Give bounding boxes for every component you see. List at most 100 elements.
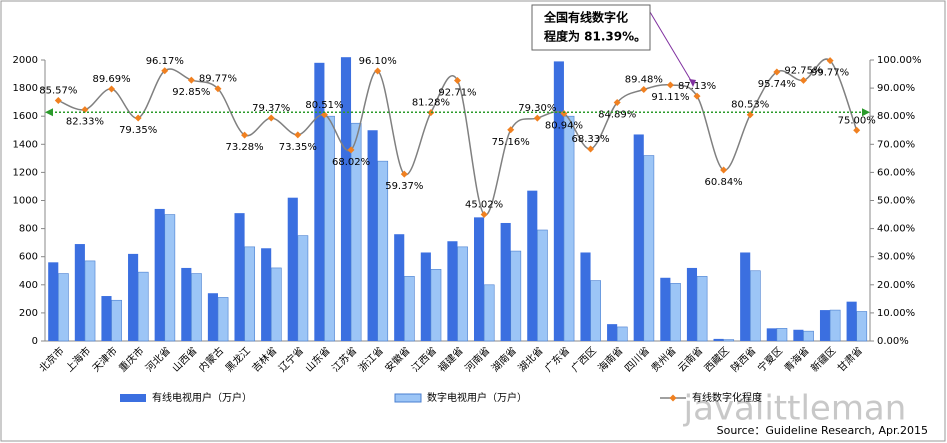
- legend-marker: [669, 394, 677, 402]
- y-tick-label: 800: [19, 224, 38, 235]
- data-label: 75.16%: [492, 137, 530, 148]
- data-label: 89.69%: [92, 74, 130, 85]
- marker: [134, 114, 142, 122]
- average-arrow: [45, 108, 53, 117]
- y-tick-label: 2000: [13, 55, 38, 66]
- bar: [553, 61, 564, 341]
- marker: [374, 67, 382, 75]
- bar: [713, 338, 724, 341]
- data-label: 79.30%: [518, 103, 556, 114]
- data-label: 45.02%: [465, 199, 503, 210]
- bar: [856, 311, 868, 342]
- marker: [108, 85, 116, 93]
- legend-swatch: [120, 394, 146, 402]
- watermark: javalittleman: [683, 389, 907, 429]
- marker: [161, 67, 169, 75]
- annotation-arrow: [689, 78, 697, 87]
- bar: [164, 214, 176, 342]
- y2-tick-label: 30.00%: [877, 252, 915, 263]
- data-label: 79.37%: [252, 103, 290, 114]
- data-label: 92.71%: [438, 87, 476, 98]
- bar: [607, 324, 618, 341]
- marker: [720, 166, 728, 174]
- bar: [749, 270, 761, 342]
- data-label: 96.17%: [146, 56, 184, 67]
- data-label: 81.28%: [412, 98, 450, 109]
- marker: [640, 86, 648, 94]
- bar: [420, 252, 431, 341]
- data-label: 84.89%: [598, 109, 636, 120]
- y-tick-label: 0: [32, 336, 38, 347]
- marker: [454, 76, 461, 84]
- data-label: 73.35%: [279, 142, 317, 153]
- bar: [740, 252, 751, 341]
- bar: [537, 229, 548, 342]
- bar: [191, 273, 202, 342]
- marker: [54, 97, 62, 105]
- data-label: 75.00%: [838, 115, 876, 126]
- marker: [613, 98, 621, 106]
- marker: [320, 111, 328, 119]
- bar: [154, 208, 165, 341]
- y-tick-label: 400: [19, 280, 38, 291]
- data-label: 80.51%: [305, 100, 343, 111]
- y2-tick-label: 100.00%: [877, 55, 922, 66]
- bar: [244, 246, 256, 342]
- source: Source：Guideline Research, Apr.2015: [717, 424, 928, 437]
- average-arrow: [862, 108, 870, 117]
- data-label: 95.74%: [758, 79, 796, 90]
- bar: [217, 297, 229, 342]
- bar: [474, 217, 485, 341]
- bar: [590, 280, 601, 342]
- data-label: 80.53%: [731, 100, 769, 111]
- bar: [793, 329, 804, 341]
- bar: [84, 260, 96, 342]
- data-label: 96.10%: [359, 56, 397, 67]
- bar: [457, 246, 468, 342]
- marker: [853, 126, 861, 134]
- bar: [580, 252, 591, 341]
- marker: [400, 170, 408, 178]
- bar: [829, 309, 841, 342]
- bar: [483, 284, 495, 342]
- bar: [207, 293, 218, 341]
- marker: [507, 126, 515, 134]
- legend-swatch: [394, 393, 422, 403]
- bar: [297, 235, 309, 342]
- marker: [693, 92, 701, 100]
- bar: [74, 244, 85, 341]
- y2-tick-label: 60.00%: [877, 167, 915, 178]
- bar: [633, 134, 644, 341]
- bar: [563, 115, 575, 342]
- data-label: 59.37%: [385, 181, 423, 192]
- bar: [616, 326, 628, 342]
- bar: [500, 222, 511, 341]
- annotation-leader: [649, 11, 694, 85]
- bar: [766, 328, 777, 341]
- bar: [447, 241, 458, 341]
- y-tick-label: 200: [19, 308, 38, 319]
- bar: [314, 62, 325, 342]
- marker: [666, 81, 674, 89]
- y-tick-label: 1800: [13, 83, 38, 94]
- data-label: 68.02%: [332, 157, 370, 168]
- bar: [181, 267, 192, 341]
- marker: [533, 114, 541, 122]
- marker: [214, 85, 222, 93]
- bar: [350, 122, 362, 342]
- bar: [670, 283, 681, 342]
- bar: [367, 130, 378, 341]
- bar: [696, 276, 708, 342]
- marker: [187, 76, 195, 84]
- y2-tick-label: 90.00%: [877, 83, 915, 94]
- bar: [527, 190, 538, 341]
- marker: [294, 131, 302, 139]
- data-label: 89.77%: [199, 74, 237, 85]
- bar: [660, 277, 671, 341]
- data-label: 91.11%: [651, 92, 689, 103]
- legend-label: 有线电视用户（万户）: [152, 391, 252, 404]
- bar: [430, 269, 442, 342]
- bar: [111, 299, 122, 342]
- bar: [643, 155, 655, 342]
- bar: [510, 250, 522, 342]
